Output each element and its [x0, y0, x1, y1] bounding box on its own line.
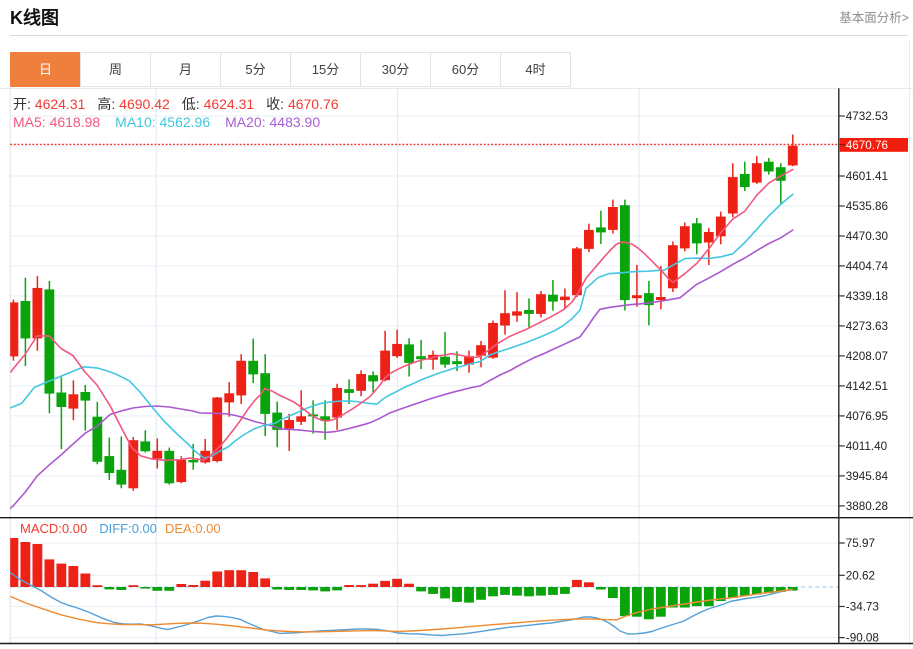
svg-text:4535.86: 4535.86	[846, 200, 888, 213]
svg-text:4273.63: 4273.63	[846, 320, 888, 333]
svg-text:4601.41: 4601.41	[846, 170, 888, 183]
svg-text:4011.40: 4011.40	[846, 440, 888, 453]
svg-text:4339.18: 4339.18	[846, 290, 888, 303]
svg-text:4670.76: 4670.76	[846, 139, 888, 152]
svg-text:4076.95: 4076.95	[846, 410, 889, 423]
svg-text:75.97: 75.97	[846, 537, 875, 550]
svg-text:-34.73: -34.73	[846, 601, 879, 614]
svg-text:4732.53: 4732.53	[846, 110, 888, 123]
svg-text:4142.51: 4142.51	[846, 380, 888, 393]
svg-text:3945.84: 3945.84	[846, 470, 889, 483]
svg-text:-90.08: -90.08	[846, 632, 879, 645]
svg-text:4470.30: 4470.30	[846, 230, 889, 243]
svg-text:3880.28: 3880.28	[846, 500, 888, 513]
svg-text:4208.07: 4208.07	[846, 350, 888, 363]
svg-text:20.62: 20.62	[846, 569, 875, 582]
svg-text:4404.74: 4404.74	[846, 260, 889, 273]
